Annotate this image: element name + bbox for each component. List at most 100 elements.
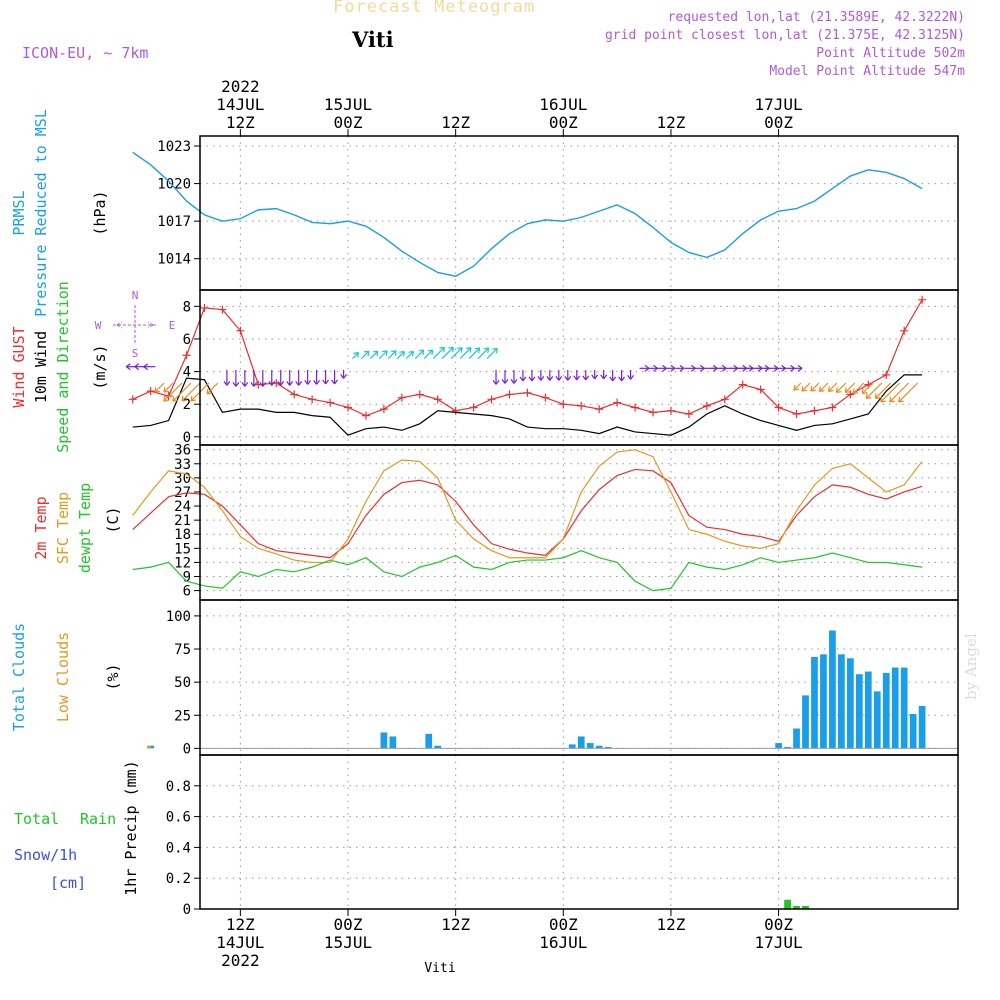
- wind-gust-marker: [290, 390, 299, 399]
- wind-direction-arrowhead: [163, 396, 169, 402]
- total-cloud-bar: [891, 667, 899, 749]
- wind-direction-arrowhead: [250, 382, 258, 387]
- wind-speed-line: [132, 374, 923, 436]
- wind-direction-arrow: [889, 382, 910, 403]
- wind-direction-arrow: [880, 382, 901, 403]
- wind-gust-line: [132, 299, 923, 417]
- wind-direction-arrowhead: [537, 376, 545, 381]
- wind-direction-arrow: [181, 382, 201, 402]
- wind-direction-arrowhead: [331, 379, 338, 385]
- wind-direction-arrow: [844, 382, 856, 393]
- snow-label: Snow/1h: [14, 846, 77, 864]
- rain-bar: [784, 899, 791, 909]
- total-cloud-bar: [882, 672, 890, 749]
- wind-direction-arrowhead: [852, 388, 859, 395]
- total-cloud-bar: [793, 728, 800, 749]
- wind-direction-arrowhead: [295, 381, 303, 386]
- wind-gust-marker: [900, 326, 909, 335]
- total-cloud-bar: [577, 736, 585, 749]
- wind-direction-arrow: [163, 382, 183, 402]
- pressure-ytick-label: 1020: [157, 177, 191, 193]
- wind-direction-arrowhead: [564, 376, 572, 381]
- wind-direction-arrowhead: [439, 346, 446, 353]
- bottom-time-label: 12Z: [656, 915, 685, 934]
- wind-direction-arrow: [370, 350, 379, 359]
- wind-gust-marker: [631, 403, 640, 412]
- wind-direction-arrowhead: [143, 363, 149, 371]
- wind-direction-arrow: [486, 347, 498, 359]
- wind-ytick-label: 8: [183, 299, 191, 315]
- bottom-time-label: 12Z: [441, 915, 470, 934]
- wind-direction-arrowhead: [427, 349, 434, 356]
- wind-direction-arrowhead: [865, 393, 872, 399]
- wind-direction-arrowhead: [582, 375, 590, 381]
- bottom-date-label: 15JUL: [324, 933, 372, 952]
- total-cloud-bar: [900, 667, 908, 749]
- wind-direction-arrowhead: [818, 386, 825, 392]
- pressure-ytick-label: 1023: [157, 139, 191, 155]
- wind-direction-arrowhead: [510, 379, 518, 384]
- total-clouds-label: Total Clouds: [10, 623, 28, 731]
- temp-ytick-label: 15: [174, 541, 191, 557]
- top-time-label: 00Z: [764, 113, 793, 132]
- wind-direction-arrowhead: [391, 350, 397, 356]
- point-altitude: Point Altitude 502m: [816, 46, 965, 61]
- wind-direction-arrow: [459, 347, 472, 359]
- model-label: ICON-EU, ~ 7km: [22, 44, 149, 62]
- precip-ytick-label: 0.8: [166, 779, 191, 795]
- wind-gust-marker: [236, 326, 245, 335]
- wind-10m-label: 10m Wind: [32, 331, 50, 403]
- wind-gust-marker: [523, 388, 532, 397]
- pressure-panel-frame: [199, 135, 959, 291]
- wind-direction-arrowhead: [125, 363, 131, 371]
- wind-direction-arrow: [852, 382, 865, 394]
- total-cloud-bar: [873, 691, 881, 749]
- wind-direction-arrowhead: [653, 364, 658, 372]
- total-cloud-bar: [838, 654, 845, 749]
- wind-direction-arrowhead: [889, 396, 895, 403]
- snow-unit-label: [cm]: [50, 874, 86, 892]
- wind-direction-arrowhead: [492, 347, 498, 354]
- bottom-date-label: 16JUL: [539, 933, 587, 952]
- wind-gust-marker: [541, 393, 550, 402]
- wind-ytick-label: 4: [183, 365, 191, 381]
- wind-direction-arrowhead: [555, 376, 563, 381]
- temp-ytick-label: 9: [183, 570, 191, 586]
- wind-gust-marker: [810, 406, 819, 415]
- wind-gust-marker: [882, 370, 891, 379]
- wind-direction-arrowhead: [546, 376, 554, 381]
- cloud-unit-label: (%): [104, 663, 122, 690]
- wind-gust-marker: [684, 410, 693, 418]
- wind-direction-arrowhead: [797, 364, 803, 372]
- low-clouds-label: Low Clouds: [54, 632, 72, 722]
- wind-gust-marker: [415, 390, 424, 399]
- wind-direction-arrowhead: [793, 384, 800, 391]
- compass-west: W: [95, 319, 102, 332]
- bottom-date-label: 14JUL: [216, 933, 264, 952]
- wind-direction-arrowhead: [304, 380, 312, 385]
- wind-direction-arrowhead: [154, 387, 161, 393]
- wind-ytick-label: 2: [183, 397, 191, 413]
- wind-direction-arrowhead: [810, 386, 816, 392]
- wind-direction-arrowhead: [618, 376, 626, 382]
- wind-direction-arrow: [810, 382, 820, 392]
- bottom-date-label: 17JUL: [755, 933, 803, 952]
- wind-direction-arrowhead: [408, 350, 414, 357]
- pressure-ytick-label: 1017: [157, 214, 191, 230]
- wind-direction-arrowhead: [801, 386, 807, 392]
- precip-ytick-label: 0.4: [166, 840, 191, 856]
- compass-east: E: [169, 319, 176, 332]
- wind-ytick-label: 6: [183, 332, 191, 348]
- dewpoint-line: [132, 550, 923, 592]
- wind-gust-marker: [200, 303, 209, 312]
- top-date-label: 17JUL: [755, 95, 803, 114]
- wind-gust-marker: [577, 401, 586, 410]
- temp-sfc-line: [132, 449, 923, 564]
- wind-gust-marker: [505, 390, 514, 399]
- total-label: Total: [14, 810, 59, 828]
- wind-gust-marker: [433, 395, 442, 404]
- wind-direction-arrowhead: [644, 364, 650, 372]
- wind-direction-arrow: [477, 347, 490, 359]
- total-cloud-bar: [846, 658, 854, 749]
- wind-direction-arrow: [396, 351, 405, 359]
